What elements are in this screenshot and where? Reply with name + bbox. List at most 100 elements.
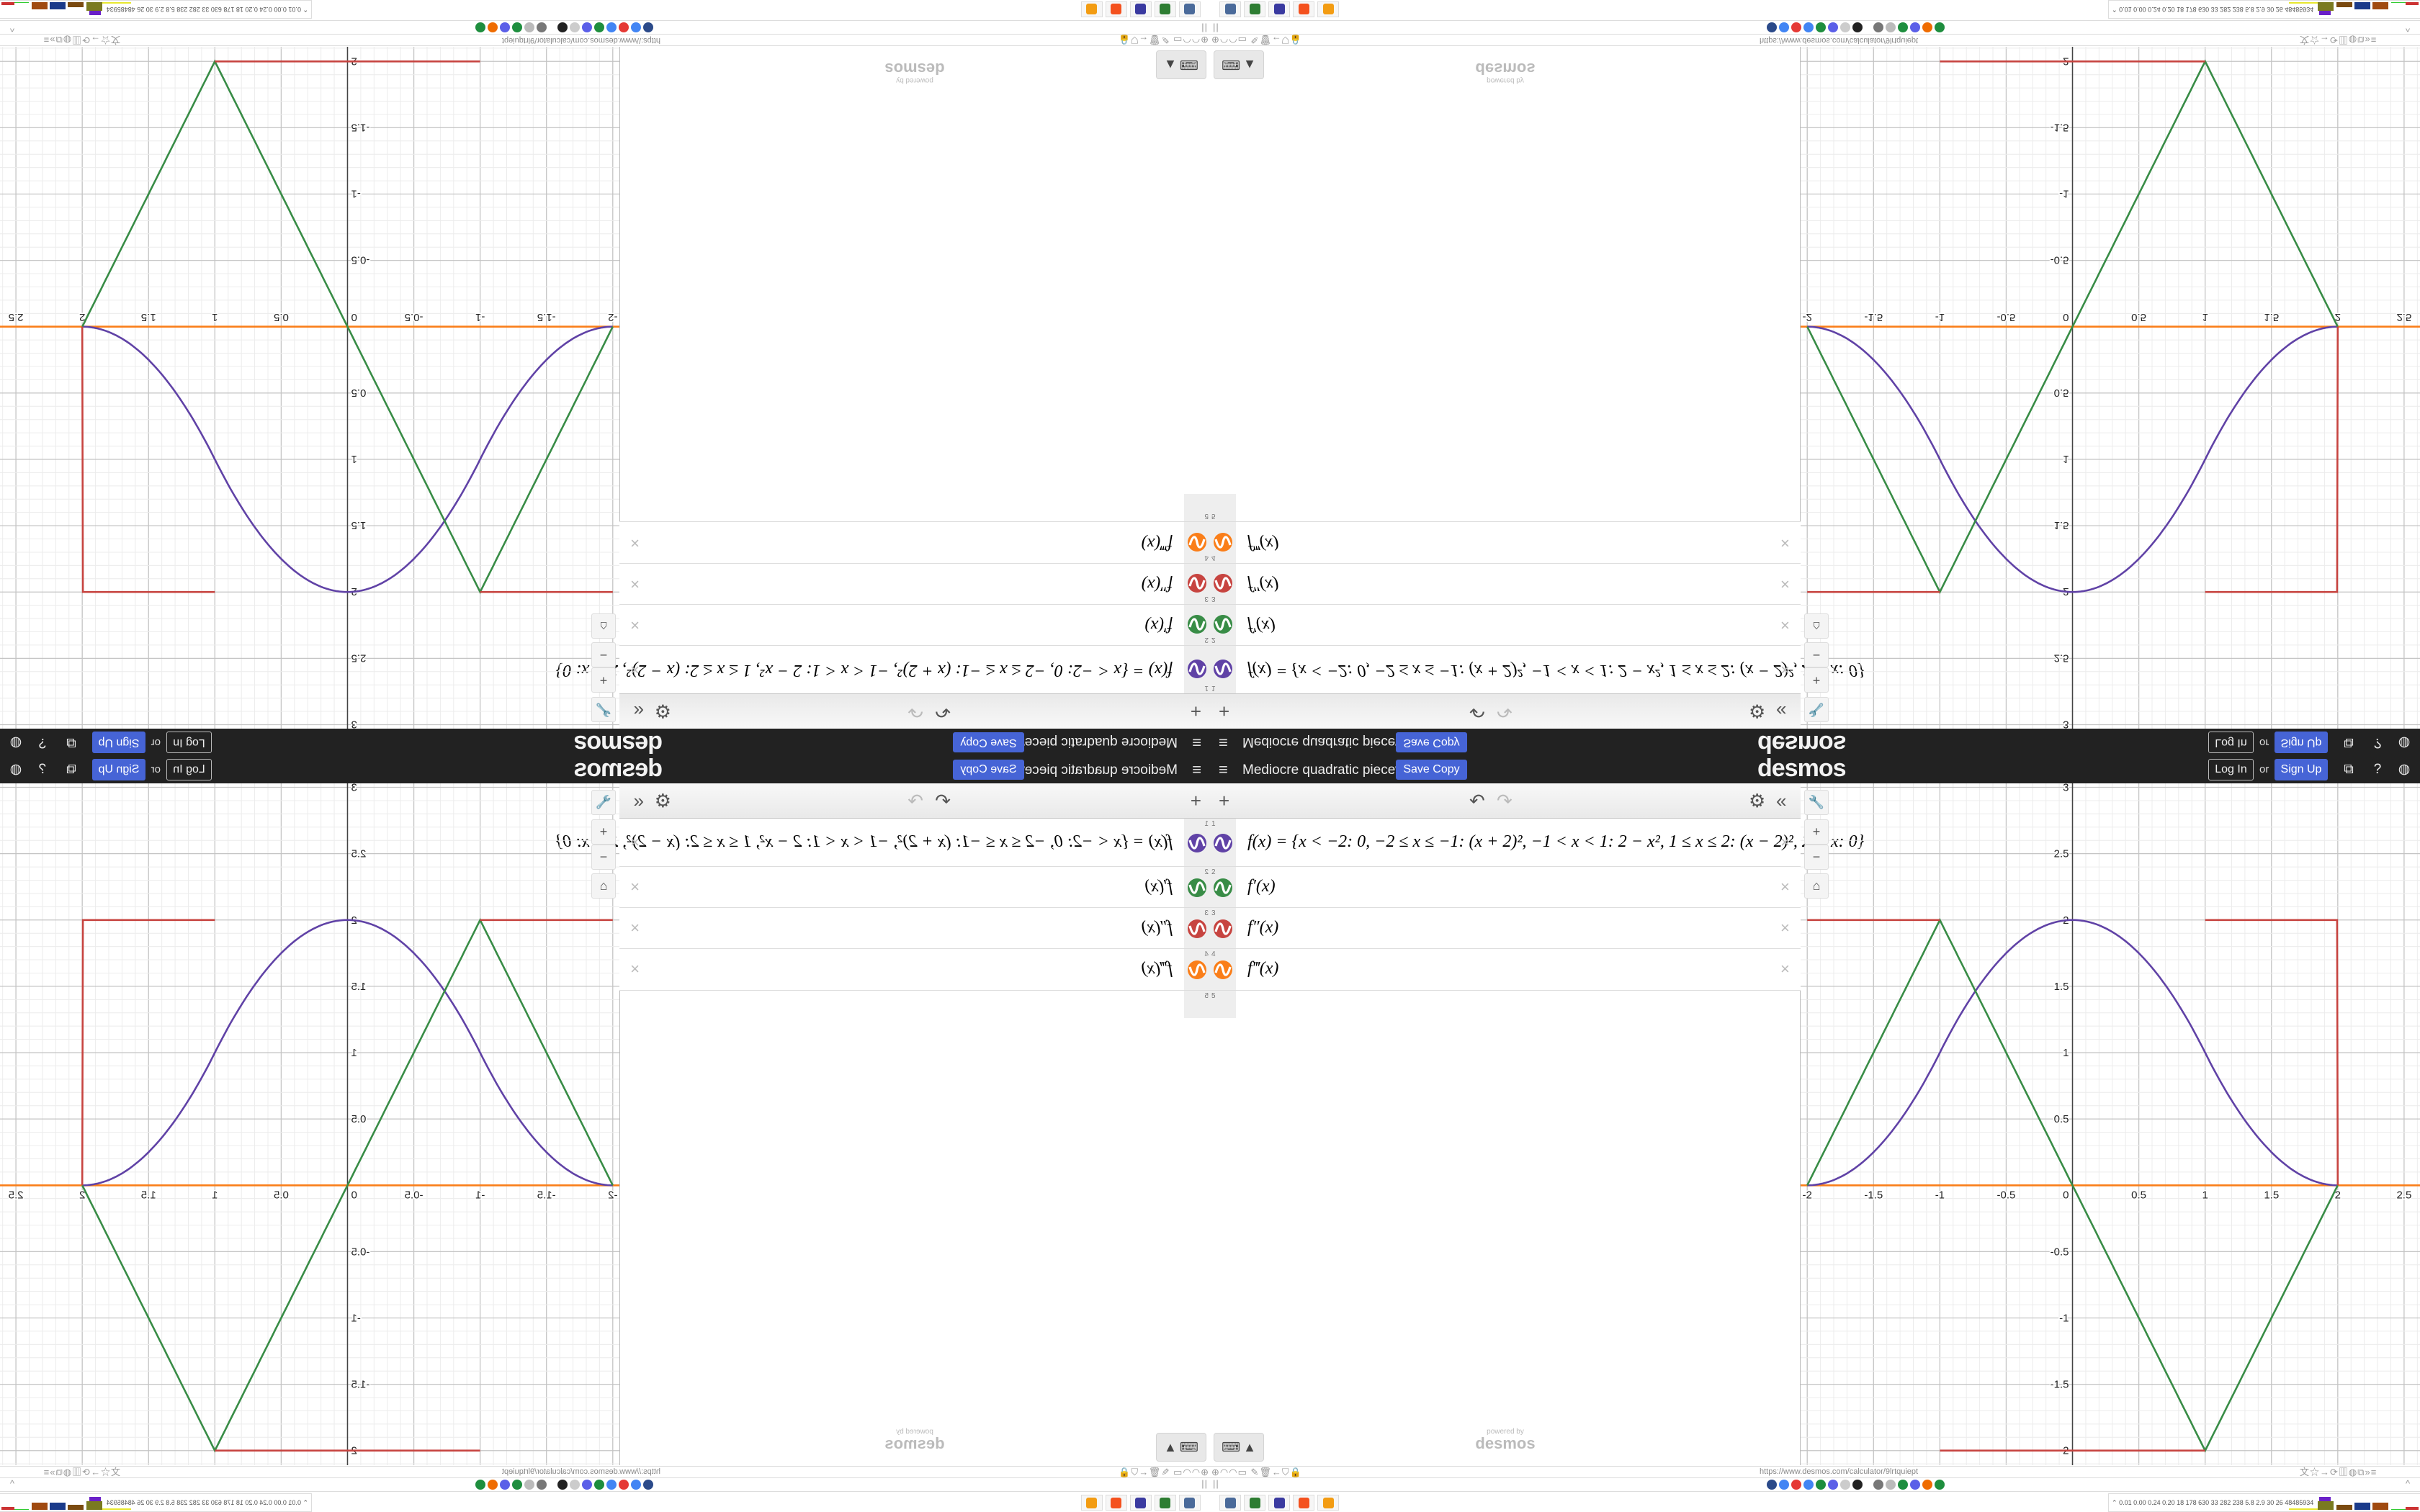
zoom-out-button[interactable]: −: [1804, 642, 1829, 667]
stats-expand-icon[interactable]: ⌃: [2112, 1499, 2118, 1506]
graph-color-toggle-icon[interactable]: [1187, 615, 1207, 635]
expression-row[interactable]: 1 f(x) = {x < −2: 0, −2 ≤ x ≤ −1: (x + 2)…: [1210, 645, 1864, 693]
bookmark-icon[interactable]: [557, 1480, 568, 1490]
delete-expression-icon[interactable]: ×: [1780, 832, 1790, 851]
expression-row[interactable]: 2 f′(x) ×: [1210, 604, 1801, 645]
bookmark-icon[interactable]: [1840, 1480, 1850, 1490]
hamburger-icon[interactable]: ≡: [1219, 734, 1228, 752]
bookmark-icon[interactable]: [1791, 22, 1801, 32]
add-expression-button[interactable]: +: [1219, 701, 1230, 722]
help-icon[interactable]: ?: [2373, 762, 2382, 777]
url-bar-left-icons[interactable]: ⊕◠◠▭ ✎🗑←⛉🔒: [1118, 1467, 1209, 1477]
sign-up-button[interactable]: Sign Up: [2275, 732, 2328, 753]
graph-title[interactable]: Mediocre quadratic piecewi...: [1242, 762, 1420, 778]
bookmark-icon[interactable]: [1910, 1480, 1920, 1490]
pause-icon[interactable]: ||: [1201, 1478, 1207, 1489]
expression-math[interactable]: f(x) = {x < −2: 0, −2 ≤ x ≤ −1: (x + 2)²…: [555, 832, 1173, 851]
bookmark-icon[interactable]: [582, 22, 592, 32]
expression-row[interactable]: 2 f′(x) ×: [619, 867, 1210, 908]
expression-row[interactable]: 5: [1184, 494, 1210, 521]
settings-gear-icon[interactable]: ⚙: [1749, 701, 1766, 722]
redo-button[interactable]: ↷: [1497, 701, 1512, 722]
url-bar-right-icons[interactable]: 文☆→⟳▥◍⧉»≡: [2300, 1467, 2378, 1477]
bookmark-icon[interactable]: [1791, 1480, 1801, 1490]
pause-icon[interactable]: ||: [1213, 1478, 1219, 1489]
delete-expression-icon[interactable]: ×: [1780, 575, 1790, 594]
expression-math[interactable]: f′(x): [1247, 616, 1276, 636]
delete-expression-icon[interactable]: ×: [1780, 918, 1790, 937]
graph-color-toggle-icon[interactable]: [1213, 660, 1233, 680]
expression-row[interactable]: 4 f‴(x) ×: [1210, 521, 1801, 563]
stats-expand-icon[interactable]: ⌃: [302, 6, 308, 13]
hamburger-icon[interactable]: ≡: [1219, 760, 1228, 778]
bookmark-icon[interactable]: [594, 22, 604, 32]
bookmark-icon[interactable]: [631, 1480, 641, 1490]
expression-row[interactable]: 1 f(x) = {x < −2: 0, −2 ≤ x ≤ −1: (x + 2)…: [556, 645, 1210, 693]
bookmark-icon[interactable]: [1852, 1480, 1863, 1490]
delete-expression-icon[interactable]: ×: [630, 918, 640, 937]
home-icon[interactable]: ⌂: [591, 873, 616, 899]
bookmark-icon[interactable]: [1828, 22, 1838, 32]
graph-paper[interactable]: -2-1.5-1-0.50.511.522.532.521.510.5-0.5-…: [0, 47, 619, 729]
taskbar-app-button[interactable]: [1106, 1495, 1127, 1511]
save-copy-button[interactable]: Save Copy: [1396, 760, 1467, 780]
graph-color-toggle-icon[interactable]: [1213, 574, 1233, 594]
zoom-out-button[interactable]: −: [591, 642, 616, 667]
bookmark-icon[interactable]: [1828, 1480, 1838, 1490]
chevron-up-icon[interactable]: ^: [2406, 1478, 2411, 1489]
expression-row[interactable]: 5: [1184, 991, 1210, 1018]
log-in-button[interactable]: Log In: [166, 759, 212, 780]
taskbar-app-button[interactable]: [1155, 1, 1176, 17]
bookmark-icon[interactable]: [1767, 22, 1777, 32]
expression-row[interactable]: 3 f″(x) ×: [1210, 563, 1801, 604]
expression-math[interactable]: f′(x): [1144, 876, 1173, 896]
expression-row[interactable]: 2 f′(x) ×: [1210, 867, 1801, 908]
bookmark-icon[interactable]: [500, 22, 510, 32]
undo-button[interactable]: ↶: [1469, 790, 1485, 811]
add-expression-button[interactable]: +: [1190, 790, 1201, 811]
help-icon[interactable]: ?: [38, 762, 47, 777]
graph-color-toggle-icon[interactable]: [1187, 919, 1207, 939]
bookmark-icon[interactable]: [524, 1480, 534, 1490]
bookmark-icon[interactable]: [643, 1480, 653, 1490]
taskbar-app-button[interactable]: [1106, 1, 1127, 17]
expression-row[interactable]: 2 f′(x) ×: [619, 604, 1210, 645]
language-icon[interactable]: ◍: [2398, 735, 2411, 750]
redo-button[interactable]: ↷: [908, 790, 923, 811]
taskbar-app-button[interactable]: [1179, 1495, 1201, 1511]
stats-expand-icon[interactable]: ⌃: [2112, 6, 2118, 13]
help-icon[interactable]: ?: [2373, 735, 2382, 750]
taskbar-app-button[interactable]: [1268, 1, 1290, 17]
taskbar-app-button[interactable]: [1155, 1495, 1176, 1511]
language-icon[interactable]: ◍: [2398, 762, 2411, 777]
expression-math[interactable]: f‴(x): [1247, 534, 1279, 553]
home-icon[interactable]: ⌂: [1804, 613, 1829, 639]
share-icon[interactable]: ⧉: [2344, 762, 2354, 777]
taskbar-app-button[interactable]: [1244, 1495, 1265, 1511]
bookmark-icon[interactable]: [1935, 22, 1945, 32]
bookmark-icon[interactable]: [488, 1480, 498, 1490]
wrench-icon[interactable]: 🔧: [591, 697, 616, 722]
chevron-up-icon[interactable]: ^: [9, 1478, 14, 1489]
log-in-button[interactable]: Log In: [2208, 759, 2254, 780]
graph-color-toggle-icon[interactable]: [1187, 532, 1207, 552]
bookmark-icon[interactable]: [1852, 22, 1863, 32]
undo-button[interactable]: ↶: [935, 790, 951, 811]
keyboard-toggle-button[interactable]: ⌨ ▲: [1156, 50, 1206, 79]
home-icon[interactable]: ⌂: [1804, 873, 1829, 899]
taskbar-app-button[interactable]: [1179, 1, 1201, 17]
bookmark-icon[interactable]: [557, 22, 568, 32]
graph-color-toggle-icon[interactable]: [1187, 574, 1207, 594]
zoom-in-button[interactable]: +: [1804, 819, 1829, 845]
delete-expression-icon[interactable]: ×: [1780, 877, 1790, 896]
graph-title[interactable]: Mediocre quadratic piecewi...: [1242, 734, 1420, 750]
pause-icon[interactable]: ||: [1213, 23, 1219, 34]
hamburger-icon[interactable]: ≡: [1192, 734, 1201, 752]
bookmark-icon[interactable]: [1840, 22, 1850, 32]
sign-up-button[interactable]: Sign Up: [92, 759, 145, 780]
taskbar-app-button[interactable]: [1219, 1, 1241, 17]
share-icon[interactable]: ⧉: [2344, 735, 2354, 750]
taskbar-app-button[interactable]: [1268, 1495, 1290, 1511]
sign-up-button[interactable]: Sign Up: [2275, 759, 2328, 780]
expression-row[interactable]: 4 f‴(x) ×: [619, 949, 1210, 991]
